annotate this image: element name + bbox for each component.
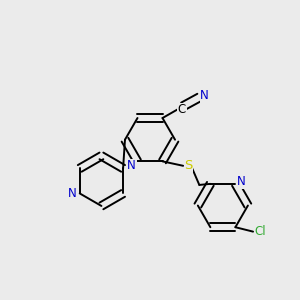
- Text: Cl: Cl: [255, 225, 266, 238]
- Text: N: N: [237, 175, 246, 188]
- Text: C: C: [178, 103, 186, 116]
- Text: N: N: [200, 89, 209, 102]
- Text: N: N: [68, 187, 77, 200]
- Text: S: S: [184, 159, 193, 172]
- Text: N: N: [127, 159, 136, 172]
